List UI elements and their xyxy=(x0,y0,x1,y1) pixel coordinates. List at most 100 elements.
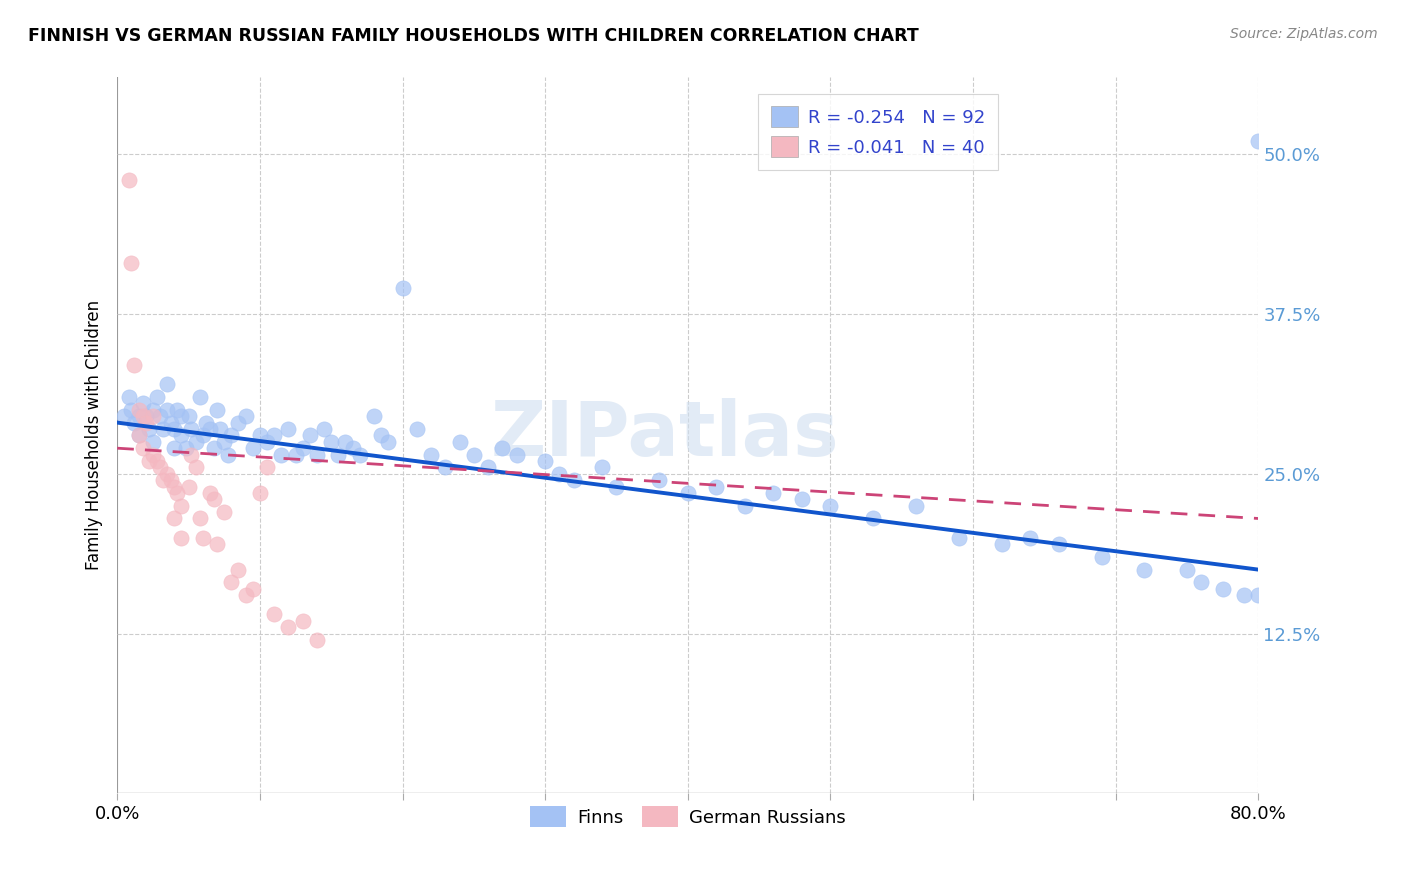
Point xyxy=(128,428,150,442)
Point xyxy=(142,434,165,449)
Point xyxy=(256,434,278,449)
Y-axis label: Family Households with Children: Family Households with Children xyxy=(86,301,103,571)
Point xyxy=(284,448,307,462)
Point xyxy=(128,402,150,417)
Point xyxy=(235,588,257,602)
Point xyxy=(263,428,285,442)
Point xyxy=(298,428,321,442)
Point xyxy=(170,499,193,513)
Point xyxy=(163,422,186,436)
Point xyxy=(191,531,214,545)
Point xyxy=(228,563,250,577)
Point xyxy=(132,409,155,424)
Point xyxy=(249,428,271,442)
Point xyxy=(135,416,157,430)
Point xyxy=(1047,537,1070,551)
Point xyxy=(1247,134,1270,148)
Point xyxy=(221,575,243,590)
Point xyxy=(434,460,457,475)
Point xyxy=(208,422,231,436)
Point xyxy=(370,428,392,442)
Point xyxy=(1133,563,1156,577)
Point xyxy=(128,409,150,424)
Text: Source: ZipAtlas.com: Source: ZipAtlas.com xyxy=(1230,27,1378,41)
Point xyxy=(149,409,172,424)
Point xyxy=(263,607,285,622)
Point xyxy=(160,473,183,487)
Point xyxy=(166,486,188,500)
Point xyxy=(820,499,842,513)
Point xyxy=(142,402,165,417)
Point xyxy=(1090,549,1112,564)
Point xyxy=(291,614,314,628)
Point xyxy=(146,390,169,404)
Point xyxy=(152,473,174,487)
Point xyxy=(990,537,1012,551)
Point xyxy=(170,409,193,424)
Point xyxy=(305,448,328,462)
Point xyxy=(135,409,157,424)
Point xyxy=(205,537,228,551)
Point xyxy=(548,467,571,481)
Point xyxy=(146,454,169,468)
Point xyxy=(149,460,172,475)
Text: FINNISH VS GERMAN RUSSIAN FAMILY HOUSEHOLDS WITH CHILDREN CORRELATION CHART: FINNISH VS GERMAN RUSSIAN FAMILY HOUSEHO… xyxy=(28,27,920,45)
Point xyxy=(188,511,211,525)
Point xyxy=(228,416,250,430)
Point xyxy=(405,422,427,436)
Point xyxy=(648,473,671,487)
Point xyxy=(235,409,257,424)
Point xyxy=(270,448,292,462)
Point xyxy=(676,486,699,500)
Point xyxy=(142,448,165,462)
Point xyxy=(242,582,264,596)
Point xyxy=(277,422,299,436)
Point xyxy=(1247,588,1270,602)
Point xyxy=(191,428,214,442)
Point xyxy=(198,486,221,500)
Point xyxy=(170,428,193,442)
Point xyxy=(449,434,471,449)
Point xyxy=(124,416,146,430)
Point xyxy=(194,416,217,430)
Point xyxy=(177,409,200,424)
Point xyxy=(184,460,207,475)
Point xyxy=(221,428,243,442)
Point xyxy=(163,441,186,455)
Point xyxy=(117,172,139,186)
Point xyxy=(202,441,225,455)
Point xyxy=(591,460,613,475)
Point xyxy=(463,448,485,462)
Point xyxy=(377,434,399,449)
Point xyxy=(142,409,165,424)
Point xyxy=(170,531,193,545)
Point xyxy=(152,422,174,436)
Point xyxy=(342,441,364,455)
Point xyxy=(112,409,135,424)
Point xyxy=(762,486,785,500)
Point xyxy=(477,460,499,475)
Point xyxy=(256,460,278,475)
Point xyxy=(1175,563,1198,577)
Point xyxy=(120,402,142,417)
Point xyxy=(120,256,142,270)
Point xyxy=(391,281,413,295)
Point xyxy=(117,390,139,404)
Point xyxy=(349,448,371,462)
Point xyxy=(420,448,443,462)
Point xyxy=(202,492,225,507)
Point xyxy=(1189,575,1212,590)
Point xyxy=(862,511,884,525)
Point xyxy=(163,479,186,493)
Point xyxy=(163,511,186,525)
Point xyxy=(156,402,179,417)
Point xyxy=(205,402,228,417)
Point xyxy=(166,402,188,417)
Point xyxy=(534,454,557,468)
Point xyxy=(277,620,299,634)
Point xyxy=(505,448,527,462)
Point xyxy=(212,434,235,449)
Point xyxy=(198,422,221,436)
Point xyxy=(217,448,239,462)
Point xyxy=(184,434,207,449)
